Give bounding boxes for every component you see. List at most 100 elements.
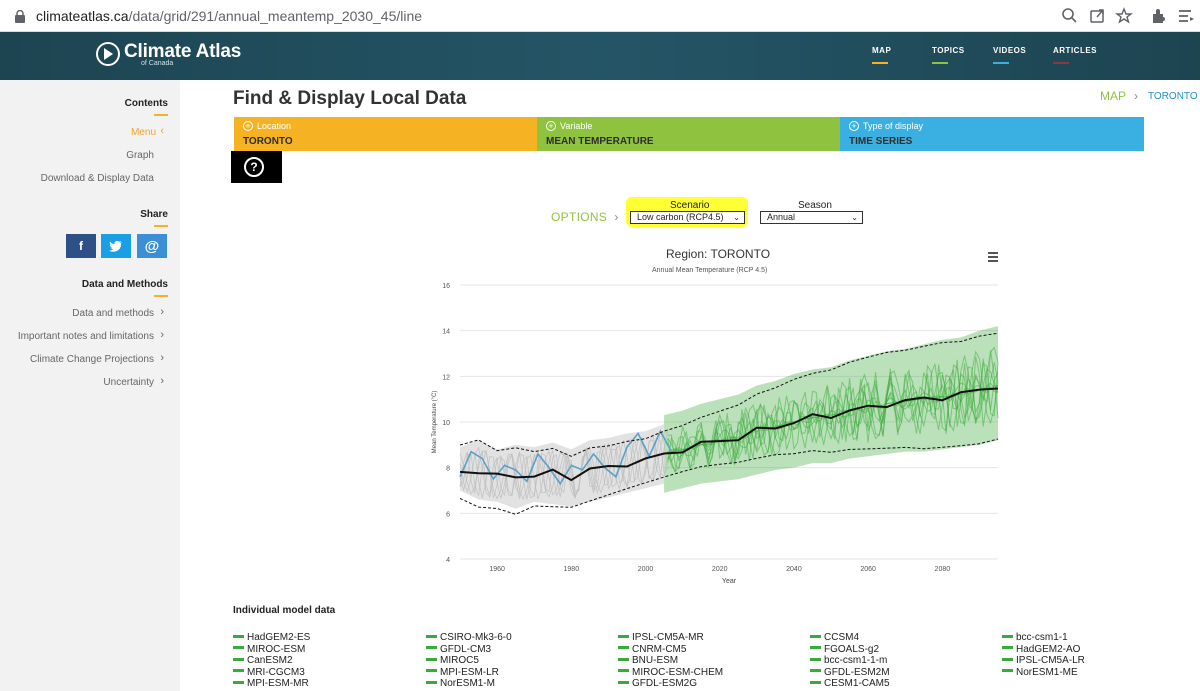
- model-legend-item[interactable]: IPSL-CM5A-MR: [618, 632, 704, 643]
- nav-articles[interactable]: ARTICLES: [1053, 46, 1097, 55]
- x-tick-label: 2000: [638, 566, 654, 573]
- sidebar-item-download[interactable]: Download & Display Data: [40, 173, 154, 184]
- model-legend-item[interactable]: NorESM1-ME: [1002, 667, 1078, 678]
- logo-play-icon: [104, 48, 113, 60]
- url-domain: climateatlas.ca: [36, 8, 129, 24]
- model-legend-item[interactable]: MPI-ESM-LR: [426, 667, 499, 678]
- legend-swatch: [426, 669, 437, 673]
- logo-icon[interactable]: [96, 42, 120, 66]
- y-tick-label: 16: [442, 283, 450, 290]
- breadcrumb-location[interactable]: TORONTO: [1148, 91, 1198, 102]
- logo-title[interactable]: Climate Atlas: [124, 41, 242, 62]
- model-legend-item[interactable]: BNU-ESM: [618, 655, 678, 666]
- legend-swatch: [810, 634, 821, 638]
- model-legend-item[interactable]: bcc-csm1-1-m: [810, 655, 887, 666]
- model-legend-item[interactable]: CNRM-CM5: [618, 644, 686, 655]
- extensions-icon[interactable]: [1149, 6, 1169, 26]
- chart-subtitle: Annual Mean Temperature (RCP 4.5): [652, 267, 768, 274]
- model-name: CESM1-CAM5: [824, 678, 890, 689]
- share-page-icon[interactable]: [1088, 6, 1108, 26]
- model-legend-item[interactable]: CSIRO-Mk3-6-0: [426, 632, 512, 643]
- nav-topics[interactable]: TOPICS: [932, 46, 965, 55]
- location-value: TORONTO: [243, 136, 293, 147]
- model-legend-item[interactable]: FGOALS-g2: [810, 644, 879, 655]
- contents-rule: [154, 114, 168, 116]
- y-tick-label: 10: [442, 420, 450, 427]
- model-legend-item[interactable]: MIROC-ESM-CHEM: [618, 667, 723, 678]
- model-legend-item[interactable]: NorESM1-M: [426, 678, 495, 689]
- model-legend-item[interactable]: MIROC5: [426, 655, 479, 666]
- legend-swatch: [1002, 669, 1013, 673]
- historical-model-line: [459, 430, 669, 500]
- model-legend-item[interactable]: MRI-CGCM3: [233, 667, 305, 678]
- zoom-icon[interactable]: [1060, 6, 1080, 26]
- lower-range-line: [459, 438, 999, 515]
- model-name: MRI-CGCM3: [247, 666, 305, 678]
- model-legend-item[interactable]: GFDL-ESM2M: [810, 667, 890, 678]
- scenario-select[interactable]: Low carbon (RCP4.5) ⌄: [630, 211, 745, 224]
- model-name: CSIRO-Mk3-6-0: [440, 632, 512, 643]
- model-legend-item[interactable]: IPSL-CM5A-LR: [1002, 655, 1085, 666]
- address-bar[interactable]: climateatlas.ca/data/grid/291/annual_mea…: [36, 8, 422, 24]
- contents-heading: Contents: [124, 98, 168, 109]
- nav-videos[interactable]: VIDEOS: [993, 46, 1027, 55]
- model-legend-item[interactable]: MIROC-ESM: [233, 644, 305, 655]
- model-legend-item[interactable]: bcc-csm1-1: [1002, 632, 1068, 643]
- methods-rule: [154, 295, 168, 297]
- chevron-right-icon: ›: [160, 329, 164, 341]
- location-label: Location: [257, 121, 292, 131]
- legend-swatch: [426, 657, 437, 661]
- temperature-chart: 4 6 8 10 12 14 16 1960 1980 2000 2020 2040 2060 2080 Y…: [432, 283, 999, 585]
- legend-swatch: [233, 634, 244, 638]
- breadcrumb-map[interactable]: MAP: [1100, 89, 1127, 103]
- sidebar-item-graph[interactable]: Graph: [126, 150, 154, 161]
- x-tick-label: 1980: [564, 566, 580, 573]
- model-legend-item[interactable]: CESM1-CAM5: [810, 678, 890, 689]
- model-legend-item[interactable]: CCSM4: [810, 632, 859, 643]
- legend-swatch: [810, 646, 821, 650]
- season-select[interactable]: Annual ⌄: [760, 211, 863, 224]
- model-name: BNU-ESM: [632, 655, 679, 666]
- x-tick-label: 2080: [935, 566, 951, 573]
- legend-swatch: [426, 680, 437, 684]
- options-label[interactable]: OPTIONS ›: [551, 210, 619, 224]
- variable-selector[interactable]: + Variable MEAN TEMPERATURE: [537, 117, 840, 151]
- model-name: NorESM1-M: [440, 678, 496, 689]
- twitter-bird-icon: [109, 240, 122, 252]
- model-line: [667, 350, 999, 460]
- scenario-label: Scenario: [670, 200, 710, 211]
- sidebar-item-notes[interactable]: Important notes and limitations: [17, 331, 154, 342]
- model-legend-item[interactable]: MPI-ESM-MR: [233, 678, 309, 689]
- sidebar-item-menu[interactable]: Menu: [130, 127, 156, 138]
- model-legend-item[interactable]: CanESM2: [233, 655, 293, 666]
- browser-toolbar: climateatlas.ca/data/grid/291/annual_mea…: [0, 0, 1200, 32]
- legend-swatch: [233, 669, 244, 673]
- email-icon[interactable]: @: [137, 234, 167, 258]
- nav-videos-underline: [993, 62, 1009, 64]
- sidebar-item-uncertainty[interactable]: Uncertainty: [103, 377, 154, 388]
- model-line: [667, 358, 999, 462]
- x-tick-label: 2020: [712, 566, 728, 573]
- help-icon[interactable]: ?: [244, 157, 264, 177]
- bookmark-star-icon[interactable]: [1114, 6, 1134, 26]
- x-tick-label: 2060: [860, 566, 876, 573]
- legend-swatch: [426, 646, 437, 650]
- sidebar-item-data-methods[interactable]: Data and methods: [72, 308, 154, 319]
- sidebar-item-projections[interactable]: Climate Change Projections: [30, 354, 154, 365]
- sidebar: Contents Menu ‹ Graph Download & Display…: [0, 80, 180, 691]
- location-selector[interactable]: + Location TORONTO: [234, 117, 537, 151]
- nav-map[interactable]: MAP: [872, 46, 892, 55]
- reading-list-icon[interactable]: [1176, 6, 1196, 26]
- variable-value: MEAN TEMPERATURE: [546, 136, 654, 147]
- x-tick-label: 1960: [489, 566, 505, 573]
- model-legend-item[interactable]: GFDL-CM3: [426, 644, 491, 655]
- model-legend-item[interactable]: HadGEM2-AO: [1002, 644, 1080, 655]
- chart-menu-icon[interactable]: [988, 252, 998, 264]
- model-legend-item[interactable]: HadGEM2-ES: [233, 632, 310, 643]
- model-legend-item[interactable]: GFDL-ESM2G: [618, 678, 697, 689]
- chevron-right-icon: ›: [160, 352, 164, 364]
- display-type-selector[interactable]: + Type of display TIME SERIES: [840, 117, 1144, 151]
- facebook-icon[interactable]: f: [66, 234, 96, 258]
- twitter-icon[interactable]: [101, 234, 131, 258]
- legend-swatch: [1002, 657, 1013, 661]
